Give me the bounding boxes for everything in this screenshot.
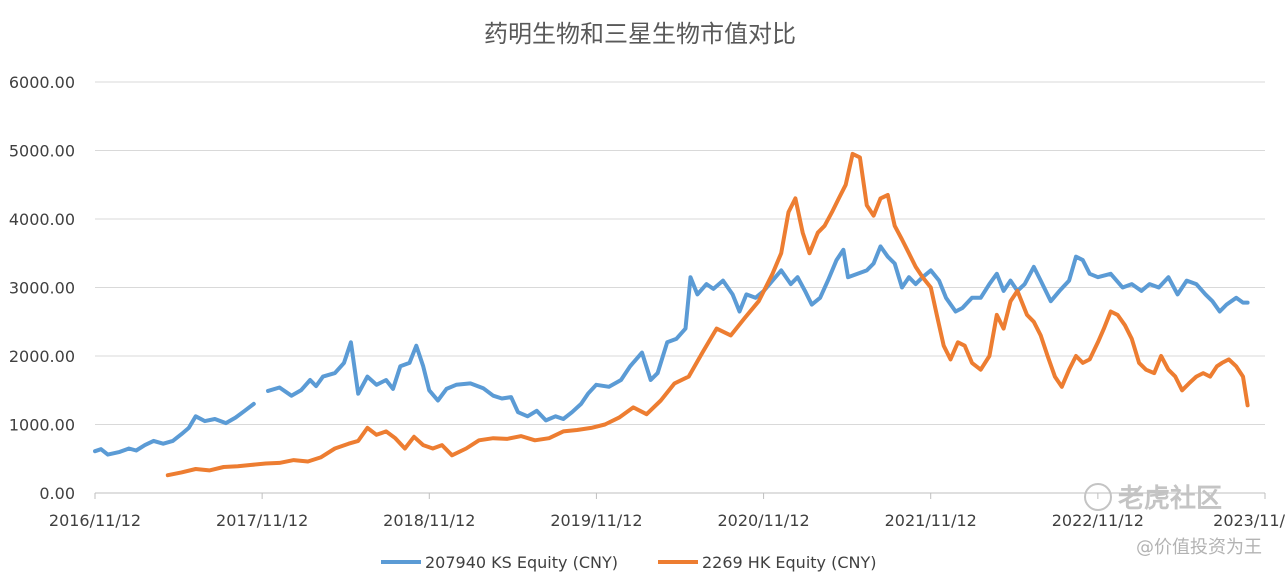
y-axis-ticks: 0.00 1000.00 2000.00 3000.00 4000.00 5000.00 6… (9, 73, 75, 503)
watermark: 老虎社区 @价值投资为王 (1084, 483, 1262, 558)
legend-label-2: 2269 HK Equity (CNY) (702, 553, 877, 572)
x-tick-label: 2016/11/12 (49, 511, 141, 530)
y-tick-label: 0.00 (39, 484, 75, 503)
y-tick-label: 1000.00 (9, 416, 75, 435)
series-line-2 (165, 151, 1250, 478)
watermark-author: @价值投资为王 (1136, 537, 1262, 558)
y-tick-label: 6000.00 (9, 73, 75, 92)
y-tick-label: 4000.00 (9, 210, 75, 229)
x-tick-label: 2023/11/ (1213, 511, 1285, 530)
y-tick-label: 3000.00 (9, 279, 75, 298)
series-lines (93, 151, 1250, 478)
legend-label-1: 207940 KS Equity (CNY) (425, 553, 618, 572)
x-tick-label: 2020/11/12 (717, 511, 809, 530)
x-axis: 2016/11/12 2017/11/12 2018/11/12 2019/11/12… (49, 492, 1285, 530)
x-tick-label: 2019/11/12 (550, 511, 642, 530)
y-tick-label: 5000.00 (9, 142, 75, 161)
series-line-1 (93, 244, 1250, 457)
x-tick-label: 2017/11/12 (216, 511, 308, 530)
x-tick-label: 2018/11/12 (383, 511, 475, 530)
watermark-brand: 老虎社区 (1118, 483, 1222, 514)
watermark-logo-icon (1084, 483, 1112, 511)
legend: 207940 KS Equity (CNY) 2269 HK Equity (CN… (381, 553, 877, 572)
chart-title: 药明生物和三星生物市值对比 (484, 20, 796, 48)
x-tick-label: 2022/11/12 (1052, 511, 1144, 530)
grid-lines (95, 81, 1265, 425)
y-tick-label: 2000.00 (9, 347, 75, 366)
x-tick-label: 2021/11/12 (885, 511, 977, 530)
